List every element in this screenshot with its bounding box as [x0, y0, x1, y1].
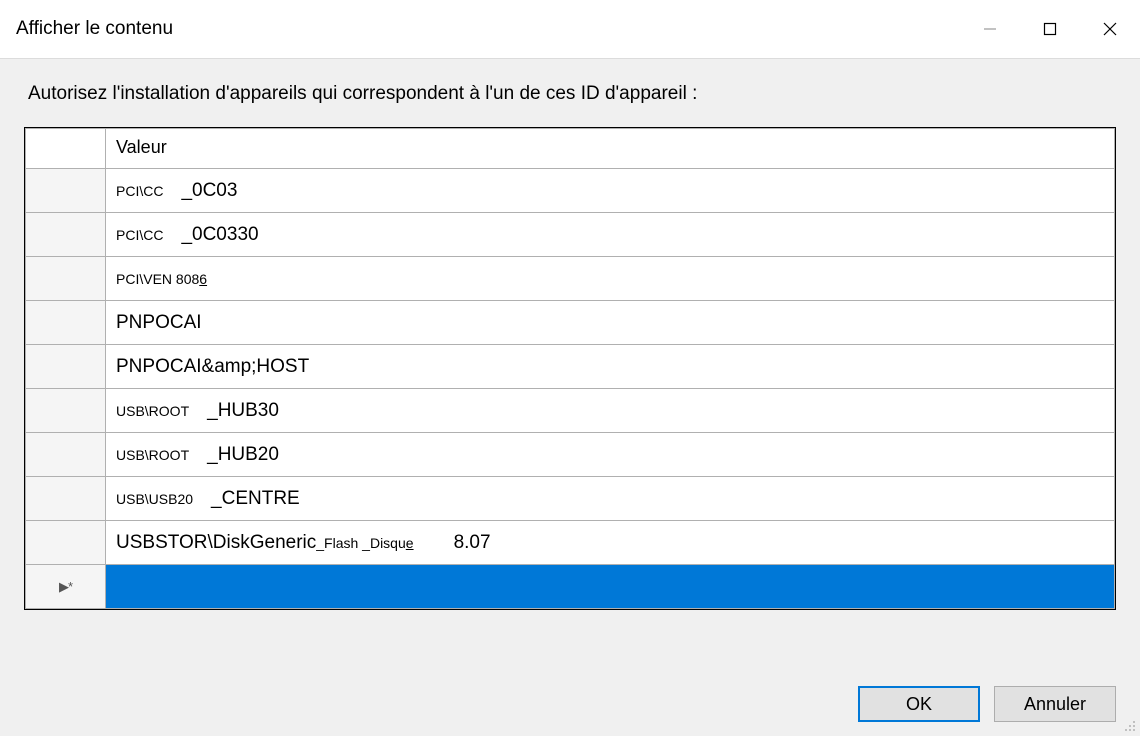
table-row[interactable]: PCI\VEN 8086 — [26, 257, 1115, 301]
cell-text: _0C03 — [181, 180, 237, 201]
row-header[interactable] — [26, 257, 106, 301]
maximize-icon — [1043, 22, 1057, 36]
cell-text: PCI\CC — [116, 227, 163, 243]
row-header[interactable] — [26, 389, 106, 433]
cell-text: PCI\CC — [116, 183, 163, 199]
row-header[interactable] — [26, 345, 106, 389]
resize-grip-icon — [1122, 718, 1136, 732]
value-cell[interactable]: PCI\CC _0C03 — [106, 169, 1115, 213]
dialog-buttons: OK Annuler — [858, 686, 1116, 722]
row-header[interactable] — [26, 169, 106, 213]
resize-grip[interactable] — [1122, 718, 1136, 732]
value-cell[interactable]: USB\ROOT _HUB30 — [106, 389, 1115, 433]
cancel-button[interactable]: Annuler — [994, 686, 1116, 722]
cell-text: _HUB30 — [207, 400, 279, 421]
table-row[interactable]: USB\ROOT _HUB30 — [26, 389, 1115, 433]
ok-button[interactable]: OK — [858, 686, 980, 722]
minimize-button[interactable] — [960, 9, 1020, 49]
table-row[interactable]: PNPOCAI&amp;HOST — [26, 345, 1115, 389]
cell-text: _CENTRE — [211, 488, 300, 509]
cell-text: _HUB20 — [207, 444, 279, 465]
row-header[interactable] — [26, 521, 106, 565]
close-button[interactable] — [1080, 9, 1140, 49]
cell-text: USB\ROOT — [116, 447, 189, 463]
row-header[interactable] — [26, 301, 106, 345]
data-grid[interactable]: Valeur PCI\CC _0C03 PCI\CC _0C0330 PCI\VEN 8… — [24, 127, 1116, 610]
maximize-button[interactable] — [1020, 9, 1080, 49]
close-icon — [1102, 21, 1118, 37]
new-row-icon: ▶* — [59, 579, 72, 594]
row-header[interactable]: ▶* — [26, 565, 106, 609]
table-row[interactable]: PCI\CC _0C0330 — [26, 213, 1115, 257]
value-cell[interactable]: USB\USB20 _CENTRE — [106, 477, 1115, 521]
row-header[interactable] — [26, 477, 106, 521]
table-row[interactable]: PNPOCAI — [26, 301, 1115, 345]
row-header[interactable] — [26, 433, 106, 477]
titlebar: Afficher le contenu — [0, 0, 1140, 58]
cell-text: _Flash _Disqu — [316, 535, 406, 551]
row-header[interactable] — [26, 213, 106, 257]
cell-text: PCI\VEN 808 — [116, 271, 199, 287]
table-row[interactable]: USB\ROOT _HUB20 — [26, 433, 1115, 477]
window-title: Afficher le contenu — [16, 18, 173, 40]
cell-text: _0C0330 — [181, 224, 258, 245]
content-area: Autorisez l'installation d'appareils qui… — [0, 58, 1140, 736]
value-cell[interactable]: PNPOCAI&amp;HOST — [106, 345, 1115, 389]
table-row[interactable]: PCI\CC _0C03 — [26, 169, 1115, 213]
value-cell[interactable]: PNPOCAI — [106, 301, 1115, 345]
cell-text: USB\USB20 — [116, 491, 193, 507]
value-cell[interactable] — [106, 565, 1115, 609]
cell-text: PNPOCAI — [116, 312, 202, 333]
grid-corner[interactable] — [26, 129, 106, 169]
value-cell[interactable]: USB\ROOT _HUB20 — [106, 433, 1115, 477]
value-cell[interactable]: PCI\CC _0C0330 — [106, 213, 1115, 257]
column-header-value[interactable]: Valeur — [106, 129, 1115, 169]
table-row[interactable]: USB\USB20 _CENTRE — [26, 477, 1115, 521]
minimize-icon — [983, 22, 997, 36]
cell-text: 8.07 — [454, 532, 491, 553]
value-cell[interactable]: PCI\VEN 8086 — [106, 257, 1115, 301]
cell-text: USB\ROOT — [116, 403, 189, 419]
value-cell[interactable]: USBSTOR\DiskGeneric_Flash _Disque 8.07 — [106, 521, 1115, 565]
cell-text: USBSTOR\DiskGeneric — [116, 532, 316, 553]
table-row[interactable]: ▶* — [26, 565, 1115, 609]
cell-text: e — [406, 535, 414, 551]
cell-text: 6 — [199, 271, 207, 287]
cell-text: PNPOCAI&amp;HOST — [116, 356, 309, 377]
window-controls — [960, 0, 1140, 58]
instruction-label: Autorisez l'installation d'appareils qui… — [24, 83, 1116, 105]
table-row[interactable]: USBSTOR\DiskGeneric_Flash _Disque 8.07 — [26, 521, 1115, 565]
